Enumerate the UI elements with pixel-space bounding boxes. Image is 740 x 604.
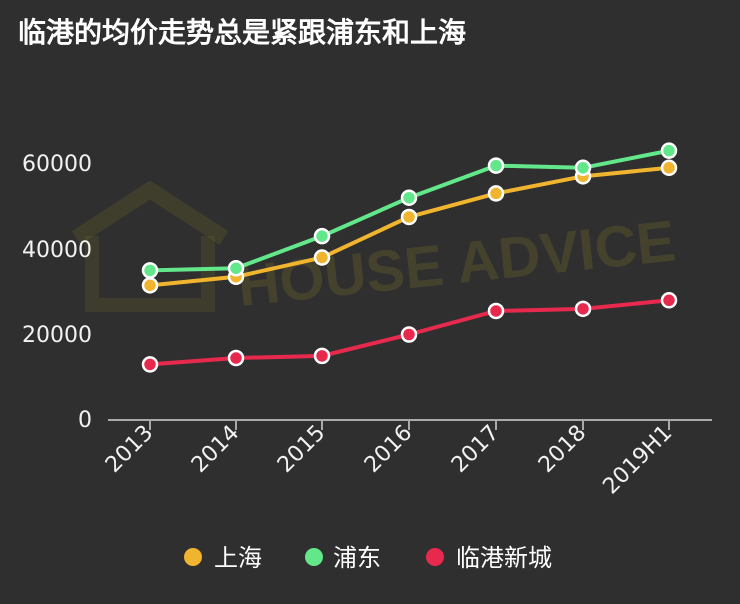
data-point bbox=[227, 259, 245, 277]
data-point bbox=[141, 356, 159, 373]
data-point bbox=[660, 292, 678, 309]
house-roof-icon bbox=[71, 180, 229, 245]
chart-title: 临港的均价走势总是紧跟浦东和上海 bbox=[18, 16, 466, 49]
legend-label: 上海 bbox=[214, 544, 262, 572]
data-point bbox=[141, 277, 159, 294]
legend-item-shanghai: 上海 bbox=[184, 544, 262, 572]
legend-label: 浦东 bbox=[333, 544, 381, 572]
data-point bbox=[487, 157, 505, 174]
legend-label: 临港新城 bbox=[456, 544, 552, 572]
x-tick-label: 2019H1 bbox=[598, 421, 677, 500]
data-point bbox=[141, 262, 159, 279]
legend-dot bbox=[184, 548, 202, 566]
y-tick-label: 20000 bbox=[22, 323, 92, 348]
y-tick-label: 40000 bbox=[22, 238, 92, 263]
data-point bbox=[574, 159, 592, 177]
data-point bbox=[660, 159, 678, 177]
legend-item-pudong: 浦东 bbox=[305, 544, 381, 572]
y-axis-ticks: 0 20000 40000 60000 bbox=[22, 152, 92, 433]
legend-dot bbox=[426, 548, 444, 566]
data-point bbox=[313, 227, 331, 245]
data-point bbox=[660, 142, 678, 159]
data-point bbox=[487, 185, 505, 202]
data-point bbox=[313, 347, 331, 365]
data-point bbox=[487, 302, 505, 320]
data-point bbox=[313, 249, 331, 266]
data-point bbox=[400, 326, 418, 343]
series-layer bbox=[141, 142, 678, 373]
data-point bbox=[574, 300, 592, 318]
data-point bbox=[400, 208, 418, 226]
y-tick-label: 60000 bbox=[22, 152, 92, 177]
data-point bbox=[227, 349, 245, 367]
legend-dot bbox=[305, 548, 323, 566]
legend: 上海 浦东 临港新城 bbox=[184, 544, 552, 572]
data-point bbox=[400, 189, 418, 206]
y-tick-label: 0 bbox=[78, 408, 92, 433]
x-axis: 2013 2014 2015 2016 2017 2018 2019H1 bbox=[101, 420, 677, 499]
watermark-logo: HOUSE ADVICE bbox=[71, 180, 678, 319]
legend-item-lingang: 临港新城 bbox=[426, 544, 552, 572]
